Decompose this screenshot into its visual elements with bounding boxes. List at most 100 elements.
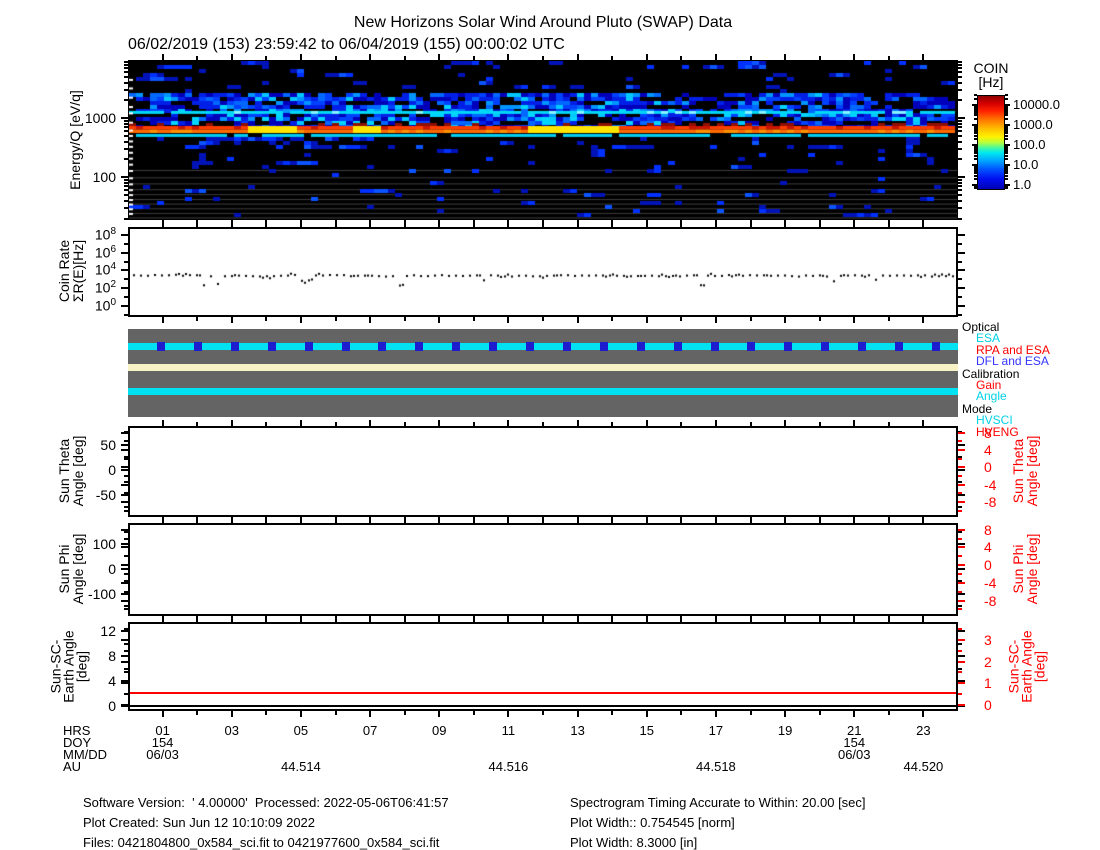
axis-tick [472,317,475,321]
axis-tick [974,94,977,97]
axis-tick [124,572,128,575]
sun-phi-ytick-label: 0 [108,560,116,577]
axis-tick [438,616,441,622]
axis-tick [334,56,337,60]
axis-tick [1005,94,1008,97]
axis-tick [680,223,683,227]
axis-tick [958,546,965,549]
earth-angle-right-ytick-label: 1 [984,675,992,692]
status-legend-item: DFL and ESA [976,353,1049,368]
axis-tick [124,189,128,192]
axis-tick [299,420,302,426]
axis-tick [974,107,977,110]
axis-tick [958,176,965,179]
axis-tick [369,221,372,227]
axis-tick [958,217,962,220]
axis-tick [124,492,128,495]
sun-phi-ytick-label: 100 [92,536,116,553]
axis-tick [958,440,962,443]
axis-tick [121,448,128,451]
axis-tick [403,422,406,426]
axis-tick [576,54,579,60]
axis-tick [576,711,579,717]
axis-tick [922,317,925,323]
axis-tick [369,54,372,60]
axis-tick [853,711,856,717]
axis-tick [958,671,962,674]
axis-tick [124,509,128,512]
axis-tick [124,63,128,66]
axis-tick [124,60,128,63]
sun-theta-ytick-label: 0 [108,461,116,478]
axis-tick [1005,146,1008,149]
dfl-esa-marker [415,342,424,351]
axis-tick [714,420,717,426]
axis-tick [974,145,977,148]
axis-tick [958,572,962,575]
axis-tick [958,705,965,708]
axis-tick [230,420,233,426]
axis-tick [958,148,962,151]
hour-tick-label: 15 [639,723,654,738]
axis-tick [974,138,977,141]
status-legend-item: HVENG [976,424,1019,439]
axis-tick [974,124,977,127]
axis-tick [196,220,199,224]
dfl-esa-marker [304,342,313,351]
axis-tick [818,618,821,622]
axis-tick [611,422,614,426]
axis-tick [196,422,199,426]
axis-tick [1005,118,1008,120]
axis-tick [1005,165,1008,168]
axis-tick [611,618,614,622]
axis-tick [121,233,128,236]
doy-label: 154 [843,735,866,750]
axis-tick [974,108,977,111]
axis-tick [121,546,128,549]
axis-tick [958,134,962,137]
axis-tick [958,630,965,633]
sun-phi-panel [128,523,958,616]
axis-tick [196,56,199,60]
axis-tick [958,63,962,66]
axis-tick [958,500,965,503]
axis-tick [472,56,475,60]
axis-tick [124,456,128,459]
axis-tick [124,88,128,91]
footer-timing-accuracy: Spectrogram Timing Accurate to Within: 2… [570,795,866,810]
axis-tick [853,420,856,426]
axis-tick [922,616,925,622]
axis-tick [974,186,977,189]
axis-tick [645,616,648,622]
dfl-esa-marker [747,342,756,351]
axis-tick [974,154,977,157]
axis-tick [958,158,962,161]
axis-tick [784,54,787,60]
axis-tick [121,705,128,708]
axis-tick [714,221,717,227]
earth-angle-right-axis-label: Sun-SC- Earth Angle [deg] [1005,629,1048,703]
axis-tick [611,519,614,523]
doy-label: 154 [151,735,174,750]
axis-tick [1005,178,1008,181]
axis-tick [749,220,752,224]
axis-tick [299,221,302,227]
axis-tick [1005,187,1008,190]
axis-tick [680,56,683,60]
axis-tick [334,220,337,224]
footer-plot-width-norm: Plot Width:: 0.754545 [norm] [570,815,735,830]
axis-tick [121,543,128,546]
axis-tick [818,220,821,224]
axis-tick [196,317,199,321]
axis-tick [1005,127,1008,130]
axis-tick [974,105,977,108]
axis-tick [121,431,128,434]
hour-tick-label: 21 [847,723,862,738]
axis-tick [124,605,128,608]
axis-tick [958,667,962,670]
axis-tick [680,711,683,715]
axis-tick [958,233,965,236]
dfl-esa-marker [452,342,461,351]
axis-tick [974,128,977,131]
axis-tick [922,420,925,426]
